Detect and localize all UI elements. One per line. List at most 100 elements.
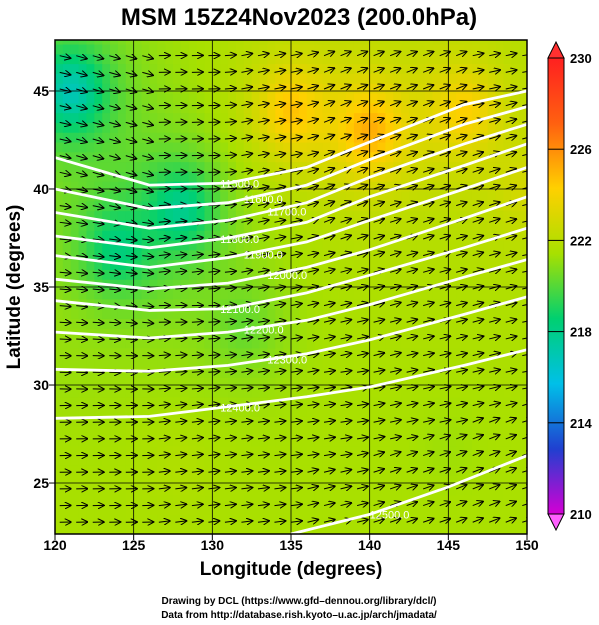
wind-arrow: [142, 256, 153, 257]
heatmap-cell: [55, 53, 64, 65]
heatmap-cell: [338, 279, 347, 290]
heatmap-cell: [511, 357, 520, 368]
heatmap-cell: [94, 210, 103, 221]
heatmap-cell: [78, 475, 88, 486]
heatmap-cell: [204, 230, 213, 241]
heatmap-cell: [432, 63, 442, 74]
heatmap-cell: [487, 328, 497, 339]
heatmap-cell: [117, 524, 127, 534]
heatmap-cell: [220, 406, 229, 417]
heatmap-cell: [251, 220, 261, 231]
heatmap-cell: [165, 122, 174, 133]
wind-arrow: [257, 421, 269, 422]
wind-arrow: [423, 403, 434, 405]
wind-arrow: [290, 54, 302, 56]
heatmap-cell: [416, 200, 426, 212]
heatmap-cell: [503, 514, 512, 525]
heatmap-cell: [275, 171, 284, 182]
heatmap-cell: [353, 230, 363, 241]
heatmap-cell: [102, 259, 111, 270]
heatmap-cell: [235, 386, 245, 398]
heatmap-cell: [110, 73, 119, 84]
heatmap-cell: [125, 230, 135, 241]
wind-arrow: [175, 404, 186, 405]
heatmap-cell: [495, 455, 504, 466]
heatmap-cell: [471, 279, 481, 290]
colorbar-tick-label: 218: [570, 325, 592, 340]
wind-arrow: [307, 354, 319, 356]
heatmap-cell: [275, 426, 284, 437]
heatmap-cell: [204, 288, 213, 300]
wind-arrow: [439, 403, 451, 405]
wind-arrow: [423, 420, 434, 422]
heatmap-cell: [157, 386, 166, 398]
heatmap-cell: [125, 181, 135, 192]
heatmap-cell: [102, 190, 111, 202]
heatmap-cell: [377, 220, 386, 231]
heatmap-cell: [448, 249, 457, 261]
heatmap-cell: [180, 92, 190, 104]
wind-arrow: [125, 306, 137, 307]
heatmap-cell: [385, 514, 394, 525]
heatmap-cell: [495, 141, 504, 153]
heatmap-cell: [212, 357, 221, 368]
heatmap-cell: [235, 504, 245, 515]
heatmap-cell: [94, 43, 103, 55]
wind-arrow: [439, 303, 451, 306]
heatmap-cell: [401, 298, 410, 310]
heatmap-cell: [338, 328, 347, 339]
heatmap-cell: [495, 367, 504, 378]
heatmap-cell: [377, 171, 386, 182]
heatmap-cell: [251, 269, 261, 280]
heatmap-cell: [416, 83, 426, 94]
heatmap-cell: [409, 386, 418, 398]
wind-arrow: [59, 156, 71, 158]
heatmap-cell: [306, 396, 316, 408]
heatmap-cell: [338, 171, 347, 182]
heatmap-cell: [432, 40, 442, 45]
heatmap-cell: [361, 210, 371, 221]
heatmap-cell: [306, 53, 316, 65]
heatmap-cell: [298, 122, 308, 133]
heatmap-cell: [330, 426, 339, 437]
heatmap-cell: [228, 132, 237, 143]
heatmap-cell: [275, 239, 284, 251]
heatmap-cell: [409, 455, 418, 466]
heatmap-cell: [117, 475, 127, 486]
heatmap-cell: [338, 53, 347, 65]
heatmap-cell: [495, 484, 504, 496]
heatmap-cell: [94, 426, 103, 437]
heatmap-cell: [102, 318, 111, 329]
heatmap-cell: [416, 504, 426, 515]
heatmap-cell: [212, 92, 221, 104]
heatmap-cell: [212, 122, 221, 133]
heatmap-cell: [291, 514, 300, 525]
heatmap-cell: [393, 53, 402, 65]
heatmap-cell: [188, 132, 198, 143]
heatmap-cell: [86, 230, 95, 241]
heatmap-cell: [275, 151, 284, 163]
wind-arrow: [489, 253, 500, 256]
heatmap-cell: [204, 171, 213, 182]
heatmap-cell: [180, 230, 190, 241]
heatmap-cell: [401, 328, 410, 339]
heatmap-cell: [275, 475, 284, 486]
heatmap-cell: [117, 386, 127, 398]
heatmap-cell: [94, 259, 103, 270]
wind-arrow: [92, 122, 104, 125]
wind-arrow: [489, 518, 499, 522]
heatmap-cell: [416, 416, 426, 427]
wind-arrow: [208, 438, 219, 439]
heatmap-cell: [94, 494, 103, 506]
wind-arrow: [439, 452, 450, 456]
heatmap-cell: [196, 396, 206, 408]
heatmap-cell: [346, 132, 355, 143]
heatmap-cell: [141, 259, 150, 270]
heatmap-cell: [346, 92, 355, 104]
wind-arrow: [125, 289, 137, 290]
heatmap-cell: [464, 269, 473, 280]
heatmap-cell: [393, 171, 402, 182]
heatmap-cell: [338, 259, 347, 270]
heatmap-cell: [188, 298, 198, 310]
wind-arrow: [406, 452, 417, 456]
